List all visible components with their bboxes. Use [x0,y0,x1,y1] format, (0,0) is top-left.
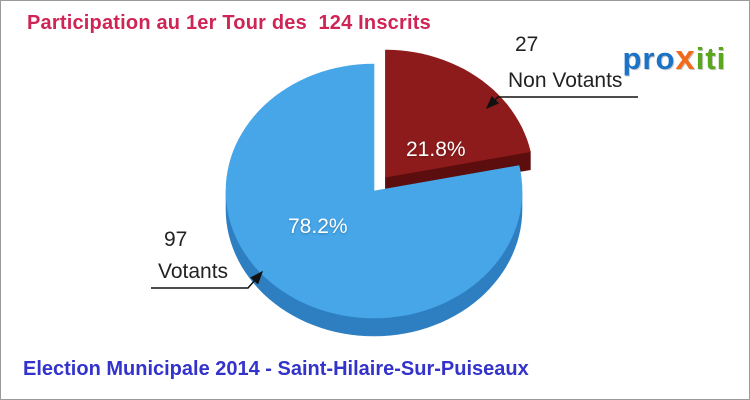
logo-part-pro: pro [622,41,676,76]
callout-lines [151,95,638,289]
chart-title: Participation au 1er Tour des 124 Inscri… [27,12,431,34]
non-votants-label: Non Votants [508,69,623,92]
votants-percentage: 78.2% [288,215,348,238]
pie-slice-non-votants [385,49,531,178]
pie-layer [225,49,531,337]
chart-footer: Election Municipale 2014 - Saint-Hilaire… [23,358,529,380]
brand-logo[interactable]: proxiti [584,3,726,114]
callout-arrow-non-votants [485,95,638,110]
non-votants-percentage: 21.8% [406,138,466,161]
votants-count: 97 [164,228,188,251]
votants-label: Votants [158,260,229,283]
callout-arrow-votants [151,270,263,289]
logo-part-x: x [675,39,696,77]
logo-part-iti: iti [695,41,727,76]
non-votants-count: 27 [515,33,539,56]
pie-slice-votants [225,63,523,319]
